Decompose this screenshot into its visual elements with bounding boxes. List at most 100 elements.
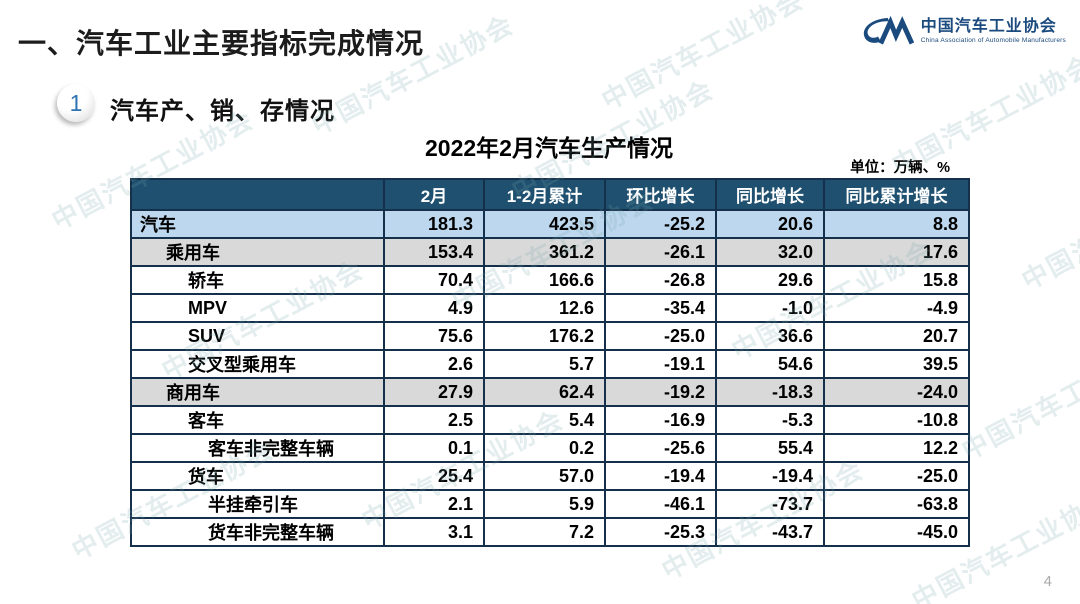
value-cell: -25.0 xyxy=(604,321,717,351)
row-label: 汽车 xyxy=(130,209,385,239)
page-title: 一、汽车工业主要指标完成情况 xyxy=(18,28,425,59)
value-cell: 361.2 xyxy=(483,237,606,267)
table-row: 交叉型乘用车 2.6 5.7 -19.1 54.6 39.5 xyxy=(130,349,970,379)
value-cell: 2.1 xyxy=(383,489,485,519)
page-number: 4 xyxy=(1043,573,1052,590)
value-cell: -73.7 xyxy=(715,489,825,519)
table-title: 2022年2月汽车生产情况 xyxy=(425,135,673,161)
value-cell: -35.4 xyxy=(604,293,717,323)
row-label: 轿车 xyxy=(130,265,385,295)
table-row: 货车非完整车辆 3.1 7.2 -25.3 -43.7 -45.0 xyxy=(130,517,970,547)
value-cell: 32.0 xyxy=(715,237,825,267)
caam-logo-icon xyxy=(863,15,914,45)
row-label: 客车非完整车辆 xyxy=(130,433,385,463)
value-cell: -25.6 xyxy=(604,433,717,463)
value-cell: -10.8 xyxy=(823,405,970,435)
caam-logo: 中国汽车工业协会 China Association of Automobile… xyxy=(860,10,1066,52)
row-label: 半挂牵引车 xyxy=(130,489,385,519)
value-cell: 54.6 xyxy=(715,349,825,379)
value-cell: -26.1 xyxy=(604,237,717,267)
value-cell: 2.5 xyxy=(383,405,485,435)
logo-name-cn: 中国汽车工业协会 xyxy=(920,18,1057,36)
value-cell: -43.7 xyxy=(715,517,825,547)
value-cell: -5.3 xyxy=(715,405,825,435)
value-cell: 3.1 xyxy=(383,517,485,547)
value-cell: 12.6 xyxy=(483,293,606,323)
value-cell: -19.2 xyxy=(604,377,717,407)
value-cell: 75.6 xyxy=(383,321,485,351)
value-cell: -18.3 xyxy=(715,377,825,407)
value-cell: 70.4 xyxy=(383,265,485,295)
value-cell: 5.7 xyxy=(483,349,606,379)
table-row: 轿车 70.4 166.6 -26.8 29.6 15.8 xyxy=(130,265,970,295)
value-cell: 4.9 xyxy=(383,293,485,323)
value-cell: 57.0 xyxy=(483,461,606,491)
production-table: 2月 1-2月累计 环比增长 同比增长 同比累计增长 汽车 181.3 423.5 -25.2… xyxy=(130,178,970,547)
header-cell: 同比增长 xyxy=(715,178,825,211)
section-number-badge: 1 xyxy=(57,84,95,122)
table-row: 货车 25.4 57.0 -19.4 -19.4 -25.0 xyxy=(130,461,970,491)
table-row: 客车 2.5 5.4 -16.9 -5.3 -10.8 xyxy=(130,405,970,435)
value-cell: 5.4 xyxy=(483,405,606,435)
table-row: 乘用车 153.4 361.2 -26.1 32.0 17.6 xyxy=(130,237,970,267)
table-row: 半挂牵引车 2.1 5.9 -46.1 -73.7 -63.8 xyxy=(130,489,970,519)
value-cell: -19.4 xyxy=(604,461,717,491)
value-cell: 27.9 xyxy=(383,377,485,407)
value-cell: 20.7 xyxy=(823,321,970,351)
row-label: 商用车 xyxy=(130,377,385,407)
value-cell: 17.6 xyxy=(823,237,970,267)
logo-name-en: China Association of Automobile Manufact… xyxy=(920,36,1066,44)
value-cell: 5.9 xyxy=(483,489,606,519)
watermark-text: 中国汽车工业协会 xyxy=(956,333,1080,466)
value-cell: 181.3 xyxy=(383,209,485,239)
value-cell: -26.8 xyxy=(604,265,717,295)
row-label: 交叉型乘用车 xyxy=(130,349,385,379)
value-cell: -45.0 xyxy=(823,517,970,547)
table-row: 客车非完整车辆 0.1 0.2 -25.6 55.4 12.2 xyxy=(130,433,970,463)
value-cell: 29.6 xyxy=(715,265,825,295)
table-header-row: 2月 1-2月累计 环比增长 同比增长 同比累计增长 xyxy=(130,178,970,211)
value-cell: -16.9 xyxy=(604,405,717,435)
table-row: 汽车 181.3 423.5 -25.2 20.6 8.8 xyxy=(130,209,970,239)
section-title: 汽车产、销、存情况 xyxy=(110,98,335,125)
row-label: MPV xyxy=(130,293,385,323)
value-cell: 2.6 xyxy=(383,349,485,379)
value-cell: -46.1 xyxy=(604,489,717,519)
value-cell: 153.4 xyxy=(383,237,485,267)
watermark-text: 中国汽车工业协会 xyxy=(596,0,809,116)
value-cell: -24.0 xyxy=(823,377,970,407)
value-cell: -25.0 xyxy=(823,461,970,491)
row-label: 乘用车 xyxy=(130,237,385,267)
value-cell: -4.9 xyxy=(823,293,970,323)
value-cell: 62.4 xyxy=(483,377,606,407)
value-cell: 20.6 xyxy=(715,209,825,239)
value-cell: -1.0 xyxy=(715,293,825,323)
value-cell: -25.3 xyxy=(604,517,717,547)
row-label: 客车 xyxy=(130,405,385,435)
row-label: SUV xyxy=(130,321,385,351)
value-cell: -19.1 xyxy=(604,349,717,379)
value-cell: 423.5 xyxy=(483,209,606,239)
header-cell: 环比增长 xyxy=(604,178,717,211)
value-cell: 176.2 xyxy=(483,321,606,351)
value-cell: 55.4 xyxy=(715,433,825,463)
value-cell: 8.8 xyxy=(823,209,970,239)
table-row: 商用车 27.9 62.4 -19.2 -18.3 -24.0 xyxy=(130,377,970,407)
value-cell: 12.2 xyxy=(823,433,970,463)
header-cell: 1-2月累计 xyxy=(483,178,606,211)
unit-label: 单位：万辆、% xyxy=(850,160,950,176)
value-cell: 0.2 xyxy=(483,433,606,463)
value-cell: 36.6 xyxy=(715,321,825,351)
table-row: MPV 4.9 12.6 -35.4 -1.0 -4.9 xyxy=(130,293,970,323)
value-cell: -25.2 xyxy=(604,209,717,239)
caam-logo-text: 中国汽车工业协会 China Association of Automobile… xyxy=(921,18,1066,43)
value-cell: -63.8 xyxy=(823,489,970,519)
row-label: 货车 xyxy=(130,461,385,491)
value-cell: -19.4 xyxy=(715,461,825,491)
row-label: 货车非完整车辆 xyxy=(130,517,385,547)
table-row: SUV 75.6 176.2 -25.0 36.6 20.7 xyxy=(130,321,970,351)
header-cell: 2月 xyxy=(383,178,485,211)
header-cell: 同比累计增长 xyxy=(823,178,970,211)
value-cell: 39.5 xyxy=(823,349,970,379)
